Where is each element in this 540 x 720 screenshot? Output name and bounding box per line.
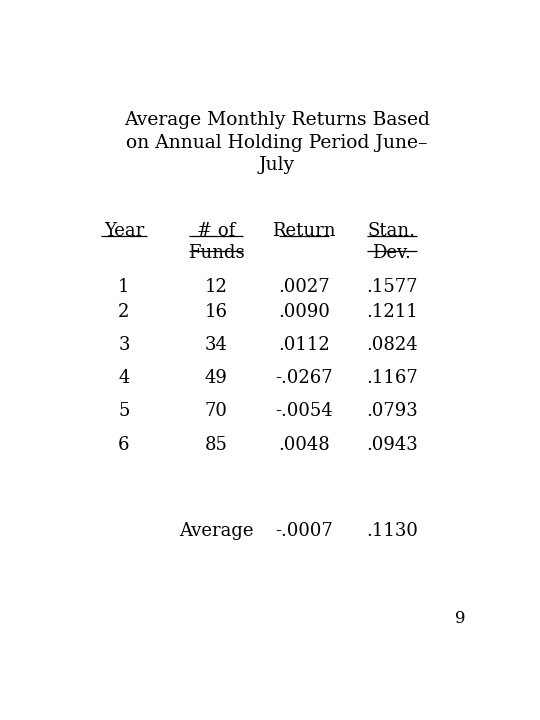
- Text: 4: 4: [118, 369, 130, 387]
- Text: .0793: .0793: [366, 402, 418, 420]
- Text: 16: 16: [205, 302, 227, 320]
- Text: Return: Return: [272, 222, 336, 240]
- Text: -.0007: -.0007: [275, 521, 333, 539]
- Text: Year: Year: [104, 222, 144, 240]
- Text: 12: 12: [205, 278, 227, 296]
- Text: -.0267: -.0267: [275, 369, 333, 387]
- Text: .1130: .1130: [366, 521, 418, 539]
- Text: 85: 85: [205, 436, 227, 454]
- Text: .0112: .0112: [278, 336, 330, 354]
- Text: # of
Funds: # of Funds: [188, 222, 245, 262]
- Text: 70: 70: [205, 402, 227, 420]
- Text: Average Monthly Returns Based
on Annual Holding Period June–
July: Average Monthly Returns Based on Annual …: [124, 112, 430, 174]
- Text: .1167: .1167: [366, 369, 418, 387]
- Text: .0027: .0027: [278, 278, 330, 296]
- Text: .0048: .0048: [278, 436, 330, 454]
- Text: 1: 1: [118, 278, 130, 296]
- Text: 6: 6: [118, 436, 130, 454]
- Text: 2: 2: [118, 302, 130, 320]
- Text: .0943: .0943: [366, 436, 418, 454]
- Text: Average: Average: [179, 521, 253, 539]
- Text: 9: 9: [455, 610, 465, 627]
- Text: 5: 5: [118, 402, 130, 420]
- Text: .0824: .0824: [366, 336, 417, 354]
- Text: 49: 49: [205, 369, 227, 387]
- Text: 3: 3: [118, 336, 130, 354]
- Text: .1211: .1211: [366, 302, 418, 320]
- Text: 34: 34: [205, 336, 227, 354]
- Text: .1577: .1577: [366, 278, 417, 296]
- Text: Stan.
Dev.: Stan. Dev.: [368, 222, 416, 262]
- Text: .0090: .0090: [278, 302, 330, 320]
- Text: -.0054: -.0054: [275, 402, 333, 420]
